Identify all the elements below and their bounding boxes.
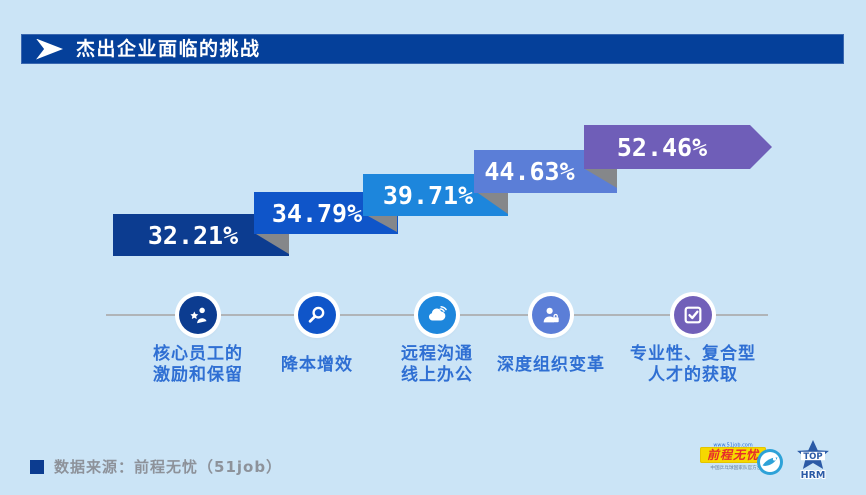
check-square-icon xyxy=(684,306,702,324)
value-label-1: 32.21% xyxy=(147,220,239,250)
ribbon-step-5-arrow: 52.46% xyxy=(584,125,772,169)
top-hrm-logo: TOP HRM xyxy=(797,440,829,482)
51job-logo: www.51job.com 前程无忧 中国乒乓球国家队官方合作伙伴 xyxy=(694,440,776,474)
value-label-2: 34.79% xyxy=(271,198,363,228)
milestone-4: 深度组织变革 xyxy=(471,292,631,386)
51job-tagline: 中国乒乓球国家队官方合作伙伴 xyxy=(710,465,776,471)
milestone-5: 专业性、复合型 人才的获取 xyxy=(613,292,773,386)
top-hrm-top-text: TOP xyxy=(803,452,822,462)
value-label-3: 39.71% xyxy=(382,180,474,210)
milestone-1: 核心员工的 激励和保留 xyxy=(118,292,278,386)
milestone-5-circle xyxy=(674,296,712,334)
milestone-3: 远程沟通 线上办公 xyxy=(357,292,517,386)
title-bar: 杰出企业面临的挑战 xyxy=(21,34,844,64)
value-label-4: 44.63% xyxy=(484,157,575,186)
chevron-right-icon xyxy=(36,38,63,60)
employee-star-icon xyxy=(190,307,207,324)
page-title: 杰出企业面临的挑战 xyxy=(76,38,261,60)
person-lock-icon xyxy=(543,307,559,323)
milestone-2-label: 降本增效 xyxy=(281,354,353,375)
value-label-5: 52.46% xyxy=(616,132,708,162)
magnifier-icon xyxy=(308,306,325,323)
square-bullet-icon xyxy=(30,459,44,474)
emblem-badge-icon xyxy=(757,449,783,475)
top-hrm-bottom-text: HRM xyxy=(801,470,826,481)
milestone-5-label: 专业性、复合型 人才的获取 xyxy=(630,344,756,385)
51job-url-text: www.51job.com xyxy=(713,442,753,448)
milestone-2: 降本增效 xyxy=(237,292,397,386)
milestone-2-circle xyxy=(298,296,336,334)
51job-wordmark: 前程无忧 xyxy=(700,447,766,463)
milestone-1-circle xyxy=(179,296,217,334)
milestone-1-label: 核心员工的 激励和保留 xyxy=(153,344,243,385)
data-source: 数据来源：前程无忧（51job） xyxy=(30,456,282,477)
milestone-4-label: 深度组织变革 xyxy=(497,354,605,375)
milestone-3-label: 远程沟通 线上办公 xyxy=(401,344,473,385)
cloud-wifi-icon xyxy=(428,306,447,321)
data-source-text: 数据来源：前程无忧（51job） xyxy=(54,458,283,476)
milestone-4-circle xyxy=(532,296,570,334)
milestone-3-circle xyxy=(418,296,456,334)
